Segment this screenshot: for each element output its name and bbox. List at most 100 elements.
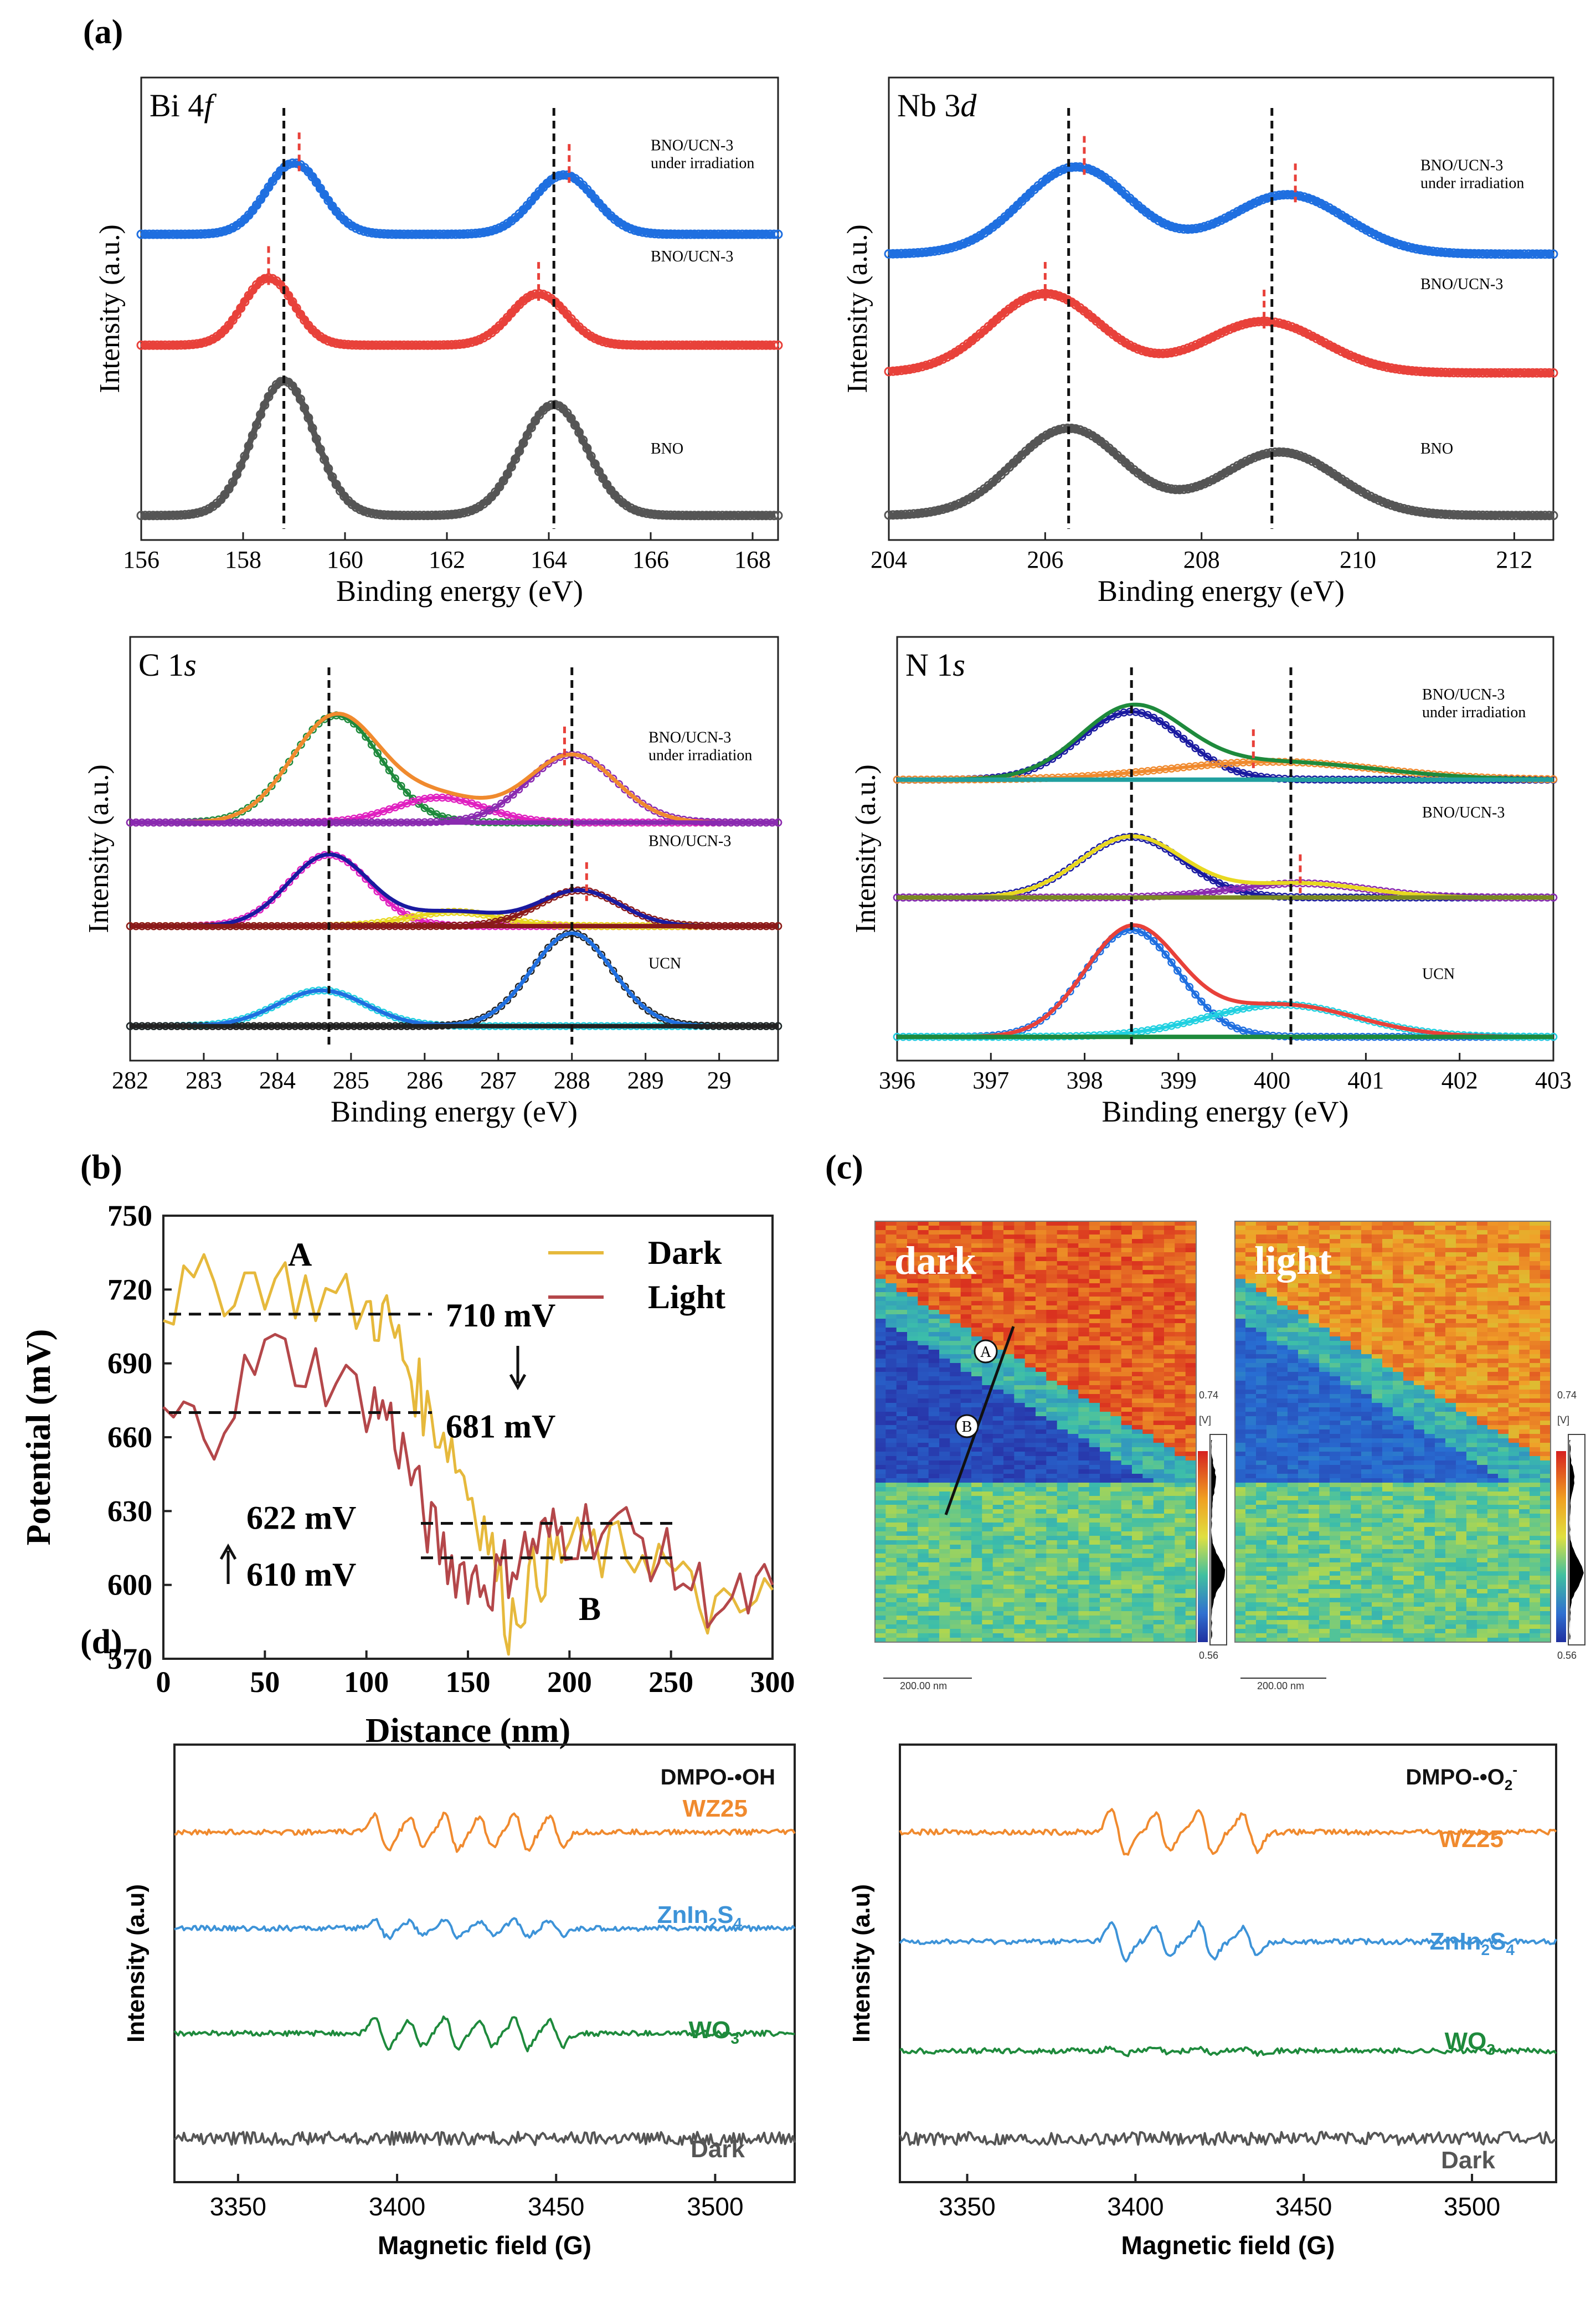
darkmap-pixel [950, 1549, 961, 1554]
darkmap-pixel [1185, 1416, 1196, 1421]
darkmap-pixel [971, 1554, 983, 1559]
darkmap-pixel [1142, 1235, 1154, 1239]
n1s-xtick-label: 403 [1535, 1067, 1572, 1094]
darkmap-pixel [1014, 1301, 1026, 1306]
darkmap-pixel [875, 1359, 887, 1364]
darkmap-pixel [971, 1505, 983, 1510]
darkmap-pixel [1185, 1270, 1196, 1275]
darkmap-pixel [1057, 1243, 1068, 1248]
darkmap-pixel [1175, 1376, 1186, 1381]
bi4f-series-label: BNO [651, 440, 683, 457]
darkmap-pixel [971, 1474, 983, 1479]
darkmap-pixel [950, 1239, 961, 1244]
darkmap-pixel [1153, 1540, 1165, 1545]
darkmap-pixel [1068, 1283, 1079, 1288]
darkmap-pixel [1024, 1221, 1036, 1226]
darkmap-pixel [1121, 1429, 1132, 1434]
darkmap-pixel [1068, 1385, 1079, 1390]
darkmap-pixel [928, 1279, 940, 1284]
darkmap-pixel [971, 1376, 983, 1381]
darkmap-pixel [1003, 1536, 1015, 1541]
darkmap-pixel [918, 1359, 929, 1364]
darkmap-pixel [1024, 1270, 1036, 1275]
c1s-component-point [615, 975, 624, 983]
darkmap-pixel [1164, 1359, 1176, 1364]
darkmap-pixel [1100, 1376, 1111, 1381]
darkmap-pixel [1175, 1257, 1186, 1262]
darkmap-pixel [907, 1531, 919, 1536]
darkmap-pixel [1014, 1474, 1026, 1479]
darkmap-pixel [1068, 1354, 1079, 1359]
darkmap-pixel [992, 1460, 1004, 1465]
darkmap-pixel [1068, 1367, 1079, 1372]
darkmap-pixel [1164, 1487, 1176, 1492]
darkmap-pixel [1121, 1248, 1132, 1253]
darkmap-pixel [1003, 1416, 1015, 1421]
darkmap-pixel [907, 1487, 919, 1492]
nb3d-series-point [1362, 357, 1371, 367]
darkmap-pixel [907, 1297, 919, 1302]
darkmap-pixel [1078, 1421, 1090, 1426]
darkmap-pixel [992, 1235, 1004, 1239]
nb3d-series-point [1050, 290, 1060, 300]
darkmap-pixel [1024, 1509, 1036, 1514]
darkmap-pixel [896, 1266, 908, 1271]
darkmap-pixel [1036, 1407, 1047, 1412]
darkmap-pixel [1003, 1319, 1015, 1324]
darkmap-pixel [1014, 1460, 1026, 1465]
darkmap-pixel [1121, 1226, 1132, 1231]
darkmap-pixel [1121, 1500, 1132, 1505]
darkmap-pixel [939, 1456, 951, 1461]
darkmap-pixel [1121, 1221, 1132, 1226]
darkmap-pixel [1089, 1412, 1100, 1417]
darkmap-pixel [1175, 1270, 1186, 1275]
darkmap-pixel [1024, 1438, 1036, 1443]
darkmap-pixel [960, 1385, 972, 1390]
darkmap-pixel [1175, 1429, 1186, 1434]
darkmap-pixel [1132, 1474, 1144, 1479]
darkmap-pixel [1121, 1527, 1132, 1532]
darkmap-pixel [1142, 1549, 1154, 1554]
darkmap-pixel [1078, 1474, 1090, 1479]
darkmap-pixel [992, 1505, 1004, 1510]
darkmap-pixel [1046, 1465, 1058, 1470]
darkmap-pixel [1057, 1323, 1068, 1328]
darkmap-pixel [950, 1248, 961, 1253]
darkmap-pixel [1100, 1398, 1111, 1403]
nb3d-series-point [1258, 450, 1268, 460]
darkmap-pixel [1003, 1443, 1015, 1448]
darkmap-pixel [875, 1319, 887, 1324]
c1s-component-curve [130, 753, 774, 825]
darkmap-pixel [1175, 1279, 1186, 1284]
c1s-component-curve [130, 853, 774, 928]
n1s-component-point [1048, 1007, 1057, 1016]
bi4f-series-point [327, 472, 337, 482]
darkmap-pixel [1100, 1274, 1111, 1279]
bi4f-series-point [200, 337, 210, 347]
darkmap-pixel [907, 1243, 919, 1248]
darkmap-pixel [1036, 1363, 1047, 1368]
darkmap-pixel [1100, 1301, 1111, 1306]
darkmap-pixel [1003, 1354, 1015, 1359]
darkmap-pixel [1153, 1487, 1165, 1492]
darkmap-pixel [875, 1221, 887, 1226]
darkmap-pixel [907, 1403, 919, 1408]
darkmap-pixel [1003, 1350, 1015, 1355]
darkmap-pixel [918, 1509, 929, 1514]
darkmap-pixel [950, 1398, 961, 1403]
darkmap-pixel [896, 1270, 908, 1275]
darkmap-pixel [1078, 1243, 1090, 1248]
darkmap-pixel [1078, 1230, 1090, 1235]
darkmap-pixel [1153, 1527, 1165, 1532]
darkmap-pixel [1068, 1429, 1079, 1434]
darkmap-pixel [1046, 1496, 1058, 1501]
darkmap-pixel [907, 1332, 919, 1337]
bi4f-series-point [773, 340, 783, 350]
nb3d-series-point [1071, 424, 1080, 434]
darkmap-pixel [1078, 1385, 1090, 1390]
darkmap-pixel [1142, 1394, 1154, 1399]
darkmap-pixel [1078, 1279, 1090, 1284]
darkmap-pixel [885, 1416, 897, 1421]
darkmap-pixel [1046, 1328, 1058, 1333]
darkmap-pixel [1036, 1367, 1047, 1372]
